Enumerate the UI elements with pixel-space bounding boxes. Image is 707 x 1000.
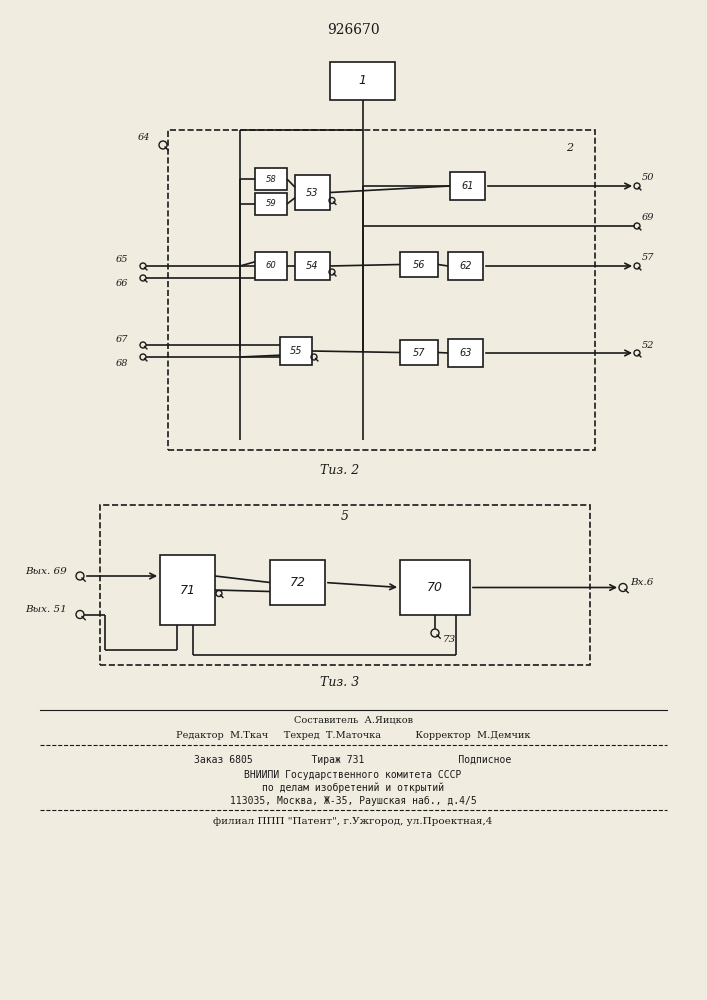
Text: 71: 71 <box>180 584 196 596</box>
Text: 50: 50 <box>642 174 655 182</box>
Text: Τиз. 3: Τиз. 3 <box>320 676 360 688</box>
Text: 55: 55 <box>290 346 303 356</box>
Bar <box>270 560 325 605</box>
Text: 67: 67 <box>116 334 129 344</box>
Text: Вых. 69: Вых. 69 <box>25 566 66 576</box>
Bar <box>448 339 483 367</box>
Bar <box>255 252 287 280</box>
Text: 63: 63 <box>460 348 472 358</box>
Text: 70: 70 <box>427 581 443 594</box>
Text: Редактор  М.Ткач     Техред  Т.Маточка           Корректор  М.Демчик: Редактор М.Ткач Техред Т.Маточка Коррект… <box>176 730 530 740</box>
Bar <box>295 175 330 210</box>
Text: 57: 57 <box>413 348 425 358</box>
Text: 68: 68 <box>116 359 129 367</box>
Text: 926670: 926670 <box>327 23 380 37</box>
Bar <box>448 252 483 280</box>
Text: 113035, Москва, Ж-35, Раушская наб., д.4/5: 113035, Москва, Ж-35, Раушская наб., д.4… <box>230 796 477 806</box>
Text: Вых. 51: Вых. 51 <box>25 605 66 614</box>
Bar <box>168 130 595 450</box>
Text: по делам изобретений и открытий: по делам изобретений и открытий <box>262 783 444 793</box>
Text: 2: 2 <box>566 143 573 153</box>
Text: 52: 52 <box>642 340 655 350</box>
Bar <box>400 340 438 365</box>
Bar <box>330 62 395 100</box>
Bar <box>255 168 287 190</box>
Text: 57: 57 <box>642 253 655 262</box>
Text: 58: 58 <box>266 174 276 184</box>
Bar <box>400 560 470 615</box>
Text: Заказ 6805          Тираж 731                Подписное: Заказ 6805 Тираж 731 Подписное <box>194 755 512 765</box>
Text: 65: 65 <box>116 255 129 264</box>
Text: 56: 56 <box>413 259 425 269</box>
Bar <box>295 252 330 280</box>
Text: 5: 5 <box>341 510 349 524</box>
Text: 1: 1 <box>358 75 366 88</box>
Text: Составитель  А.Яицков: Составитель А.Яицков <box>293 716 412 724</box>
Bar <box>280 337 312 365</box>
Bar <box>450 172 485 200</box>
Bar <box>160 555 215 625</box>
Text: 62: 62 <box>460 261 472 271</box>
Text: 66: 66 <box>116 279 129 288</box>
Text: Вх.6: Вх.6 <box>630 578 653 587</box>
Text: филиал ППП "Патент", г.Ужгород, ул.Проектная,4: филиал ППП "Патент", г.Ужгород, ул.Проек… <box>214 818 493 826</box>
Bar <box>255 193 287 215</box>
Bar <box>100 505 590 665</box>
Text: 61: 61 <box>461 181 474 191</box>
Text: 73: 73 <box>443 636 456 645</box>
Text: 59: 59 <box>266 200 276 209</box>
Text: 54: 54 <box>306 261 319 271</box>
Text: Τиз. 2: Τиз. 2 <box>320 464 360 477</box>
Bar <box>400 252 438 277</box>
Text: 64: 64 <box>138 133 151 142</box>
Text: 53: 53 <box>306 188 319 198</box>
Text: ВНИИПИ Государственного комитета СССР: ВНИИПИ Государственного комитета СССР <box>245 770 462 780</box>
Text: 60: 60 <box>266 261 276 270</box>
Text: 69: 69 <box>642 214 655 223</box>
Text: 72: 72 <box>289 576 305 589</box>
